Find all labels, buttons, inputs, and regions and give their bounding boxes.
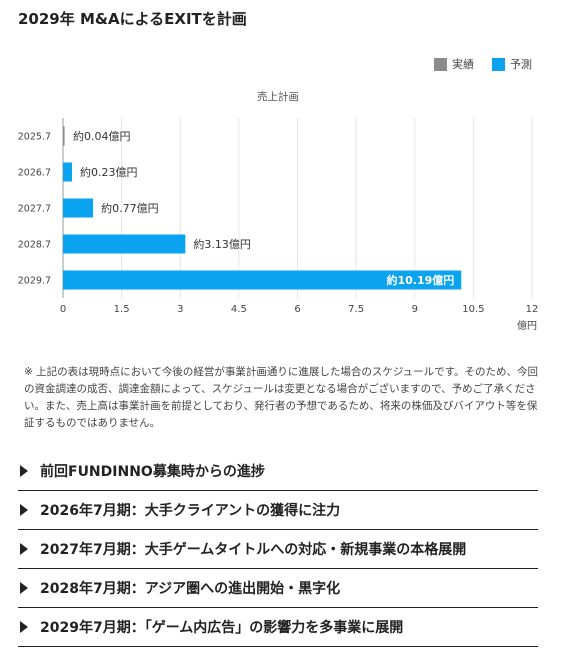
section-fy2026[interactable]: 2026年7月期：大手クライアントの獲得に注力	[18, 491, 538, 530]
expand-triangle-icon	[20, 504, 28, 516]
section-fy2029[interactable]: 2029年7月期：「ゲーム内広告」の影響力を多事業に展開	[18, 608, 538, 647]
data-label: 約0.04億円	[73, 129, 131, 143]
section-progress[interactable]: 前回FUNDINNO募集時からの進捗	[18, 452, 538, 491]
legend-label-forecast: 予測	[510, 58, 532, 71]
bar-2025.7[interactable]	[63, 126, 65, 146]
category-label: 2028.7	[18, 240, 51, 251]
chart-x-tick-labels: 0 1.5 3 4.5 6 7.5 9 10.5 12	[60, 304, 539, 315]
x-tick-label: 9	[412, 304, 418, 315]
x-tick-label: 7.5	[348, 304, 364, 315]
category-label: 2027.7	[18, 204, 51, 215]
bar-2028.7[interactable]	[63, 234, 186, 254]
x-tick-label: 1.5	[114, 304, 130, 315]
chart-legend: 実績 予測	[434, 56, 532, 72]
section-fy2028[interactable]: 2028年7月期：アジア圏への進出開始・黒字化	[18, 569, 538, 608]
expand-triangle-icon	[20, 465, 28, 477]
x-tick-label: 10.5	[462, 304, 484, 315]
legend-label-actual: 実績	[452, 58, 474, 71]
legend-swatch-forecast	[492, 57, 505, 71]
category-label: 2029.7	[18, 276, 51, 287]
data-label: 約0.23億円	[80, 165, 138, 179]
data-label: 約0.77億円	[101, 201, 159, 215]
x-tick-label: 6	[294, 304, 300, 315]
section-label: 2026年7月期：大手クライアントの獲得に注力	[40, 503, 341, 519]
chart-title: 売上計画	[257, 90, 299, 103]
section-accordion: 前回FUNDINNO募集時からの進捗 2026年7月期：大手クライアントの獲得に…	[18, 452, 538, 647]
category-label: 2025.7	[18, 132, 51, 143]
bar-2029.7[interactable]	[63, 270, 462, 290]
section-label: 2028年7月期：アジア圏への進出開始・黒字化	[40, 581, 341, 597]
legend-swatch-actual	[434, 57, 447, 71]
category-label: 2026.7	[18, 168, 51, 179]
section-label: 2027年7月期：大手ゲームタイトルへの対応・新規事業の本格展開	[40, 542, 467, 558]
bar-2027.7[interactable]	[63, 198, 94, 218]
chart-category-labels: 2025.7 2026.7 2027.7 2028.7 2029.7	[18, 132, 51, 287]
x-tick-label: 3	[177, 304, 183, 315]
expand-triangle-icon	[20, 621, 28, 633]
legend-item-forecast[interactable]: 予測	[492, 56, 532, 72]
data-label: 約10.19億円	[386, 273, 454, 287]
sales-plan-chart: 売上計画 2025.7 2026.7 2027.7 2028.7 2029.7 0 1.5…	[18, 90, 539, 332]
x-tick-label: 0	[60, 304, 66, 315]
section-label: 前回FUNDINNO募集時からの進捗	[40, 464, 265, 480]
disclaimer-text: ※ 上記の表は現時点において今後の経営が事業計画通りに進展した場合のスケジュール…	[24, 366, 539, 429]
bar-2026.7[interactable]	[63, 162, 72, 182]
chart-gridlines	[62, 118, 533, 298]
x-tick-label: 12	[526, 304, 539, 315]
legend-item-actual[interactable]: 実績	[434, 56, 474, 72]
section-fy2027[interactable]: 2027年7月期：大手ゲームタイトルへの対応・新規事業の本格展開	[18, 530, 538, 569]
x-axis-unit: 億円	[517, 319, 537, 332]
page-title: 2029年 M&AによるEXITを計画	[18, 10, 247, 28]
section-label: 2029年7月期：「ゲーム内広告」の影響力を多事業に展開	[40, 620, 404, 636]
x-tick-label: 4.5	[231, 304, 247, 315]
expand-triangle-icon	[20, 582, 28, 594]
data-label: 約3.13億円	[193, 237, 251, 251]
expand-triangle-icon	[20, 543, 28, 555]
chart-bars	[63, 126, 462, 290]
